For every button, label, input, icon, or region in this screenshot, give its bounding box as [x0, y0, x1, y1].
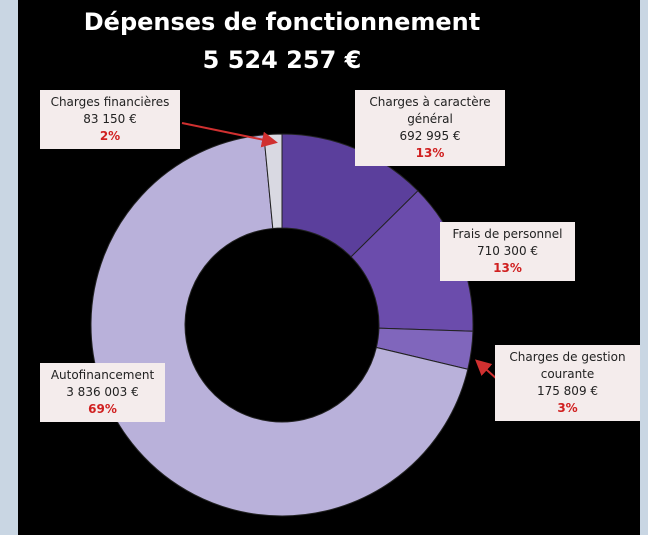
- category-label: Charges financières: [50, 95, 170, 109]
- value-label: 175 809 €: [536, 384, 599, 398]
- data-label-box: Charges de gestion courante 175 809 € 3%: [495, 345, 640, 421]
- value-label: 3 836 003 €: [66, 385, 139, 399]
- percent-label: 13%: [415, 146, 445, 160]
- chart-subtitle: 5 524 257 €: [203, 46, 362, 74]
- percent-label: 69%: [88, 402, 117, 416]
- chart-title: Dépenses de fonctionnement: [84, 8, 480, 36]
- category-label: Charges de gestion courante: [509, 350, 626, 381]
- percent-label: 2%: [99, 129, 121, 143]
- category-label: Frais de personnel: [452, 227, 563, 241]
- value-label: 710 300 €: [476, 244, 539, 258]
- percent-label: 13%: [493, 261, 522, 275]
- data-label-box: Charges financières 83 150 € 2%: [40, 90, 180, 149]
- arrow: [475, 359, 499, 381]
- donut-slice: [90, 134, 469, 517]
- data-label-box: Autofinancement 3 836 003 € 69%: [40, 363, 165, 422]
- data-label-box: Frais de personnel 710 300 € 13%: [440, 222, 575, 281]
- data-label-box: Charges à caractère général 692 995 € 13%: [355, 90, 505, 166]
- arrow: [181, 122, 278, 148]
- percent-label: 3%: [557, 401, 578, 415]
- category-label: Autofinancement: [50, 368, 155, 382]
- value-label: 83 150 €: [83, 112, 137, 126]
- category-label: Charges à caractère général: [369, 95, 491, 126]
- value-label: 692 995 €: [399, 129, 461, 143]
